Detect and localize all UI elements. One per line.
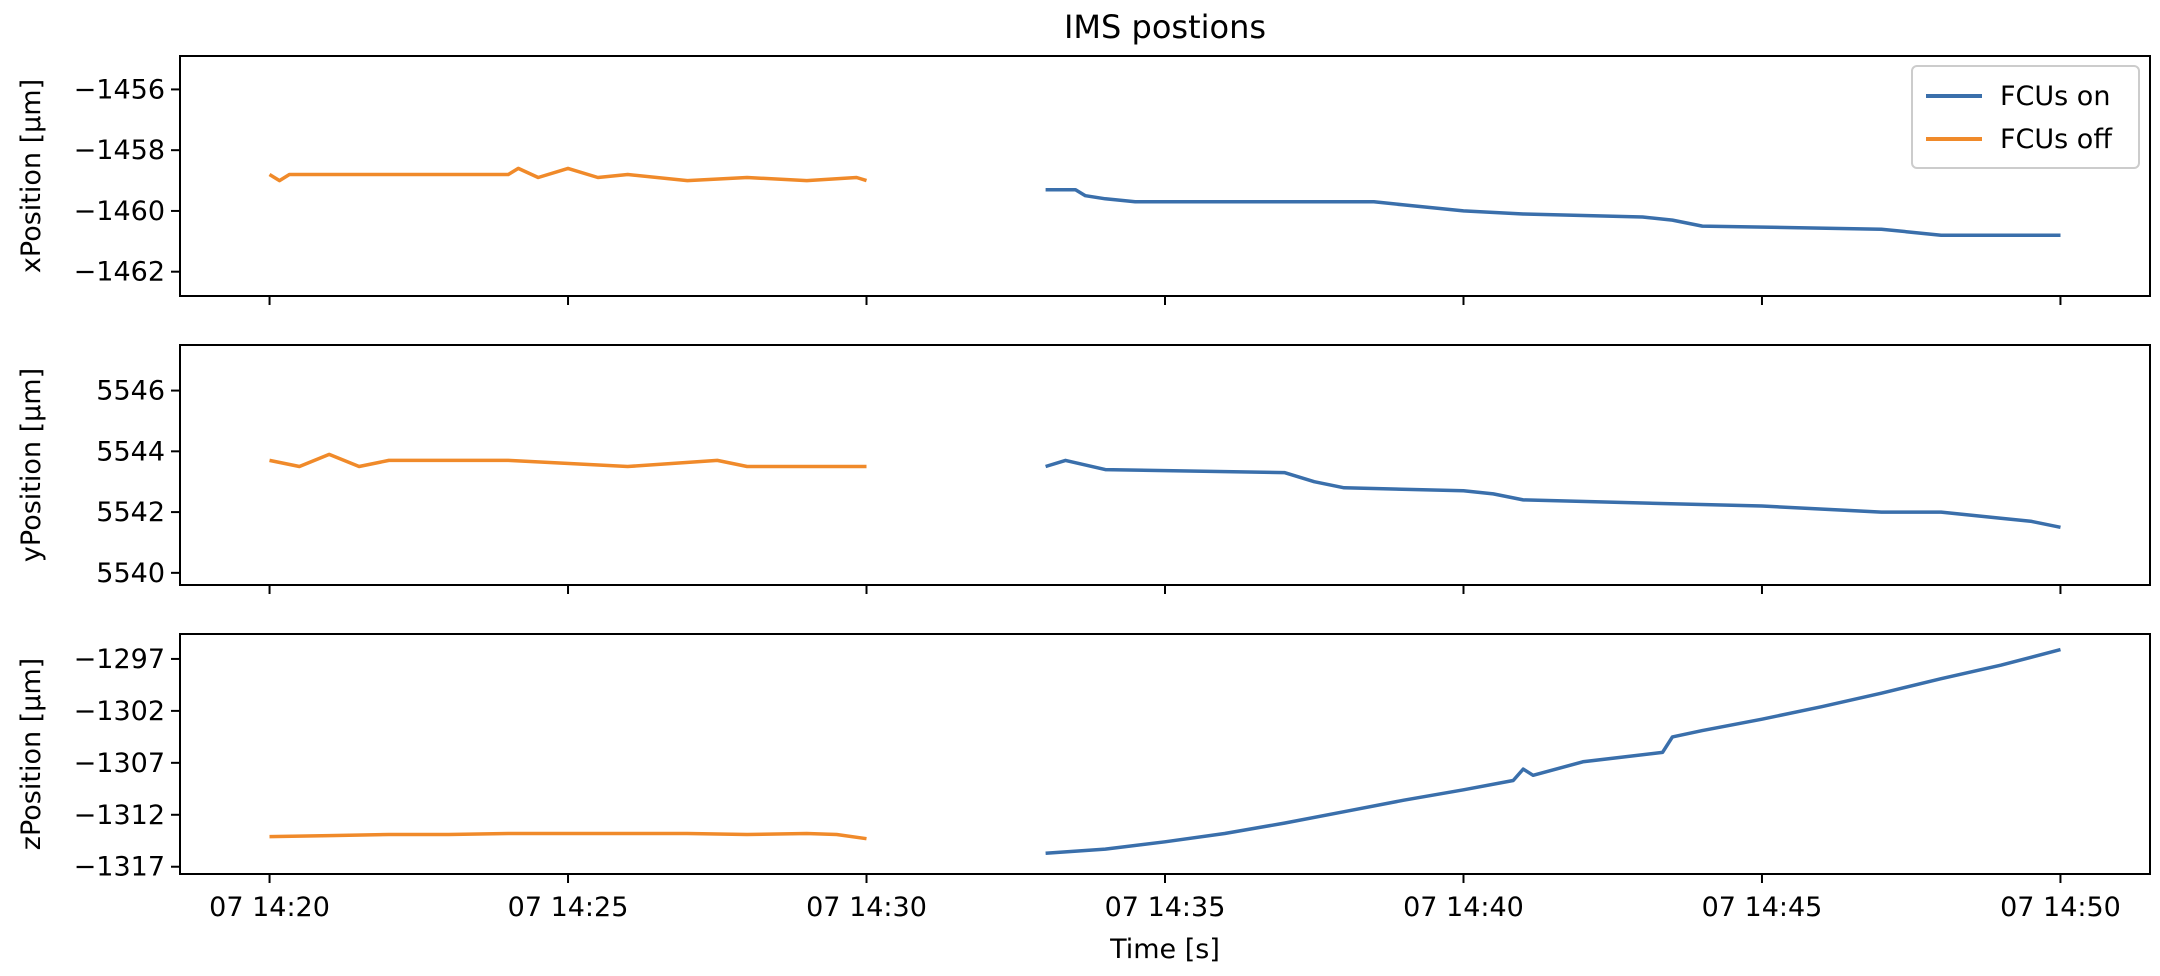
subplot-panel-1: −1456 −1458 −1460 −1462 xPosition [μm] <box>16 55 2151 305</box>
series-line-fcus-off <box>268 166 868 183</box>
y-tick-label: −1307 <box>74 748 165 779</box>
x-axis-label: Time [s] <box>1109 934 1220 965</box>
y-tick-label: −1297 <box>74 644 165 675</box>
series-line-fcus-off <box>269 452 867 469</box>
x-tick-label: 07 14:45 <box>1702 892 1823 923</box>
x-tick-label: 07 14:30 <box>806 892 927 923</box>
y-axis-label: yPosition [μm] <box>16 368 47 562</box>
y-tick-label: −1462 <box>74 257 165 288</box>
y-tick-label: 5544 <box>96 436 165 467</box>
series-line-fcus-on <box>1045 458 2061 530</box>
chart-title: IMS postions <box>1064 8 1266 46</box>
legend-entry-label: FCUs off <box>2000 124 2113 155</box>
y-tick-label: 5542 <box>96 497 165 528</box>
x-tick-label: 07 14:50 <box>2000 892 2121 923</box>
y-tick-label: −1317 <box>74 852 165 883</box>
subplot-panel-3: −1297 −1302 −1307 −1312 −1317 zPosition [μm] <box>16 633 2151 883</box>
series-line-fcus-off <box>269 831 867 841</box>
y-tick-label: 5546 <box>96 376 165 407</box>
legend-entry-label: FCUs on <box>2000 81 2110 112</box>
x-tick-label: 07 14:40 <box>1403 892 1524 923</box>
y-tick-label: −1312 <box>74 800 165 831</box>
y-tick-label: −1456 <box>74 74 165 105</box>
x-tick-label: 07 14:25 <box>508 892 629 923</box>
subplot-panel-2: 5546 5544 5542 5540 yPosition [μm] <box>16 344 2151 594</box>
legend-box <box>1911 65 2140 169</box>
y-axis-label: xPosition [μm] <box>16 79 47 273</box>
series-line-fcus-on <box>1045 647 2061 855</box>
y-tick-label: −1302 <box>74 696 165 727</box>
legend: FCUs on FCUs off <box>1911 65 2140 169</box>
y-tick-label: −1460 <box>74 196 165 227</box>
x-axis-ticks: 07 14:20 07 14:25 07 14:30 07 14:35 07 14:40… <box>209 892 2121 923</box>
y-tick-label: −1458 <box>74 135 165 166</box>
x-tick-label: 07 14:35 <box>1105 892 1226 923</box>
x-tick-label: 07 14:20 <box>209 892 330 923</box>
y-axis-label: zPosition [μm] <box>16 658 47 850</box>
series-line-fcus-on <box>1045 187 2061 237</box>
y-tick-label: 5540 <box>96 558 165 589</box>
